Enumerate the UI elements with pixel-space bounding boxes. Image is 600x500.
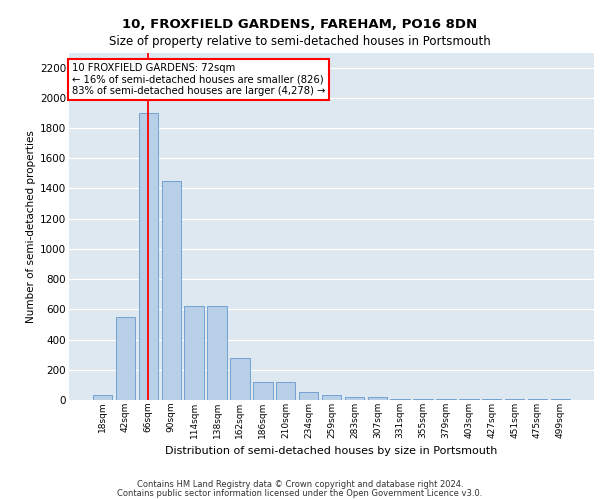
Bar (322, 396, 341, 400)
Bar (459, 399, 479, 400)
Bar (139, 113, 158, 400)
Bar (551, 399, 570, 400)
Bar (253, 382, 272, 400)
Bar (368, 397, 387, 400)
Text: Contains HM Land Registry data © Crown copyright and database right 2024.: Contains HM Land Registry data © Crown c… (137, 480, 463, 489)
Bar (93, 396, 112, 400)
Text: Size of property relative to semi-detached houses in Portsmouth: Size of property relative to semi-detach… (109, 35, 491, 48)
Bar (482, 399, 502, 400)
X-axis label: Distribution of semi-detached houses by size in Portsmouth: Distribution of semi-detached houses by … (166, 446, 497, 456)
Bar (344, 397, 364, 400)
Bar (208, 306, 227, 400)
Bar (276, 382, 295, 400)
Bar (436, 399, 455, 400)
Text: Contains public sector information licensed under the Open Government Licence v3: Contains public sector information licen… (118, 489, 482, 498)
Bar (230, 358, 250, 400)
Bar (299, 392, 319, 400)
Bar (116, 317, 135, 400)
Bar (528, 399, 547, 400)
Bar (161, 181, 181, 400)
Y-axis label: Number of semi-detached properties: Number of semi-detached properties (26, 130, 36, 322)
Bar (184, 306, 204, 400)
Text: 10 FROXFIELD GARDENS: 72sqm
← 16% of semi-detached houses are smaller (826)
83% : 10 FROXFIELD GARDENS: 72sqm ← 16% of sem… (71, 63, 325, 96)
Bar (505, 399, 524, 400)
Text: 10, FROXFIELD GARDENS, FAREHAM, PO16 8DN: 10, FROXFIELD GARDENS, FAREHAM, PO16 8DN (122, 18, 478, 30)
Bar (413, 399, 433, 400)
Bar (391, 399, 410, 400)
